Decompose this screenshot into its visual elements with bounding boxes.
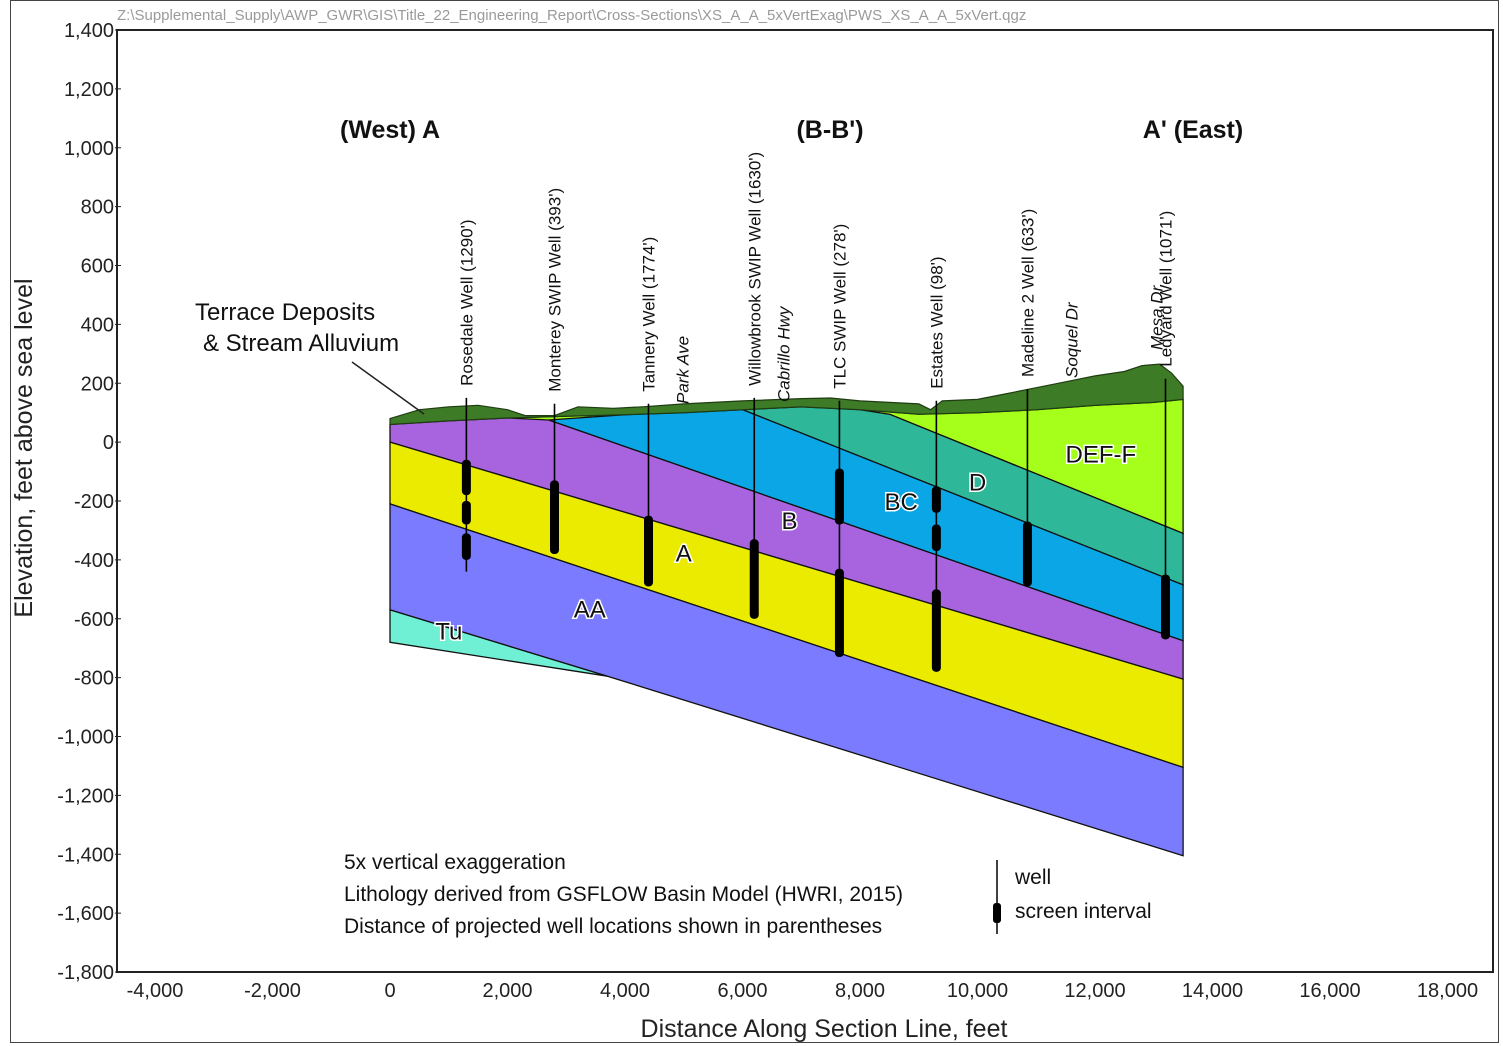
file-path-label: Z:\Supplemental_Supply\AWP_GWR\GIS\Title… [117, 7, 1026, 24]
x-tick-label: 4,000 [600, 980, 650, 1002]
x-tick-label: 2,000 [482, 980, 532, 1002]
section-label-west: (West) A [340, 116, 440, 144]
note-distance: Distance of projected well locations sho… [344, 915, 882, 938]
well-screen [749, 539, 759, 619]
section-label-east: A' (East) [1143, 116, 1243, 144]
lithology-layers [389, 363, 1184, 857]
x-tick-label: 12,000 [1064, 980, 1125, 1002]
x-tick-label: 0 [384, 980, 395, 1002]
y-tick-label: 1,400 [64, 20, 114, 42]
unit-label-Tu: Tu [435, 618, 462, 645]
wells: Rosedale Well (1290') Monterey SWIP Well … [457, 152, 1176, 672]
y-tick-label: -1,000 [57, 727, 114, 749]
well-label: TLC SWIP Well (278') [830, 224, 849, 389]
x-tick-label: 8,000 [835, 980, 885, 1002]
unit-label-A: A [676, 540, 692, 567]
legend-screen-label: screen interval [1015, 900, 1152, 923]
y-tick-label: -400 [74, 550, 114, 572]
unit-label-B: B [781, 508, 797, 535]
unit-AA [389, 502, 1184, 857]
well-label: Tannery Well (1774') [640, 237, 659, 392]
y-tick-label: 200 [81, 373, 114, 395]
terrace-callout-line2: & Stream Alluvium [203, 330, 399, 357]
well-screen [931, 589, 941, 672]
unit-label-D: D [969, 470, 986, 497]
y-tick-label: -1,800 [57, 962, 114, 984]
unit-label-DEF-F: DEF-F [1066, 442, 1137, 469]
well-screen [931, 524, 941, 552]
well-screen [461, 501, 471, 525]
well-screen [550, 480, 559, 554]
well-label: Ledyard Well (1071') [1157, 211, 1176, 367]
y-tick-label: 800 [81, 197, 114, 219]
well-screen [461, 459, 471, 496]
y-tick-label: 400 [81, 314, 114, 336]
well-label: Rosedale Well (1290') [457, 219, 476, 385]
well-label: Monterey SWIP Well (393') [546, 188, 565, 392]
well-label: Estates Well (98') [927, 256, 946, 388]
y-axis-title: Elevation, feet above sea level [10, 278, 38, 617]
well-screen [644, 515, 653, 587]
x-tick-label: 6,000 [717, 980, 767, 1002]
note-lithology: Lithology derived from GSFLOW Basin Mode… [344, 883, 903, 906]
unit-label-BC: BC [884, 489, 917, 516]
unit-Tu [389, 609, 608, 677]
well-screen [931, 486, 941, 513]
well-screen [1161, 574, 1170, 640]
road-label: Soquel Dr [1063, 301, 1082, 378]
x-tick-label: 10,000 [947, 980, 1008, 1002]
legend-screen-symbol [993, 903, 1001, 923]
well-screen [461, 533, 471, 560]
y-tick-label: 0 [103, 432, 114, 454]
y-tick-label: -1,200 [57, 785, 114, 807]
x-tick-label: 14,000 [1182, 980, 1243, 1002]
section-label-middle: (B-B') [796, 116, 863, 144]
y-tick-label: -600 [74, 609, 114, 631]
unit-terrace-deposits [389, 363, 1184, 426]
x-tick-label: 16,000 [1299, 980, 1360, 1002]
y-tick-label: 1,000 [64, 138, 114, 160]
well-label: Madeline 2 Well (633') [1018, 209, 1037, 377]
well-screen [834, 568, 844, 658]
well-label: Willowbrook SWIP Well (1630') [745, 152, 764, 386]
terrace-callout-line1: Terrace Deposits [195, 299, 375, 326]
y-tick-label: -1,600 [57, 903, 114, 925]
well-screen [1022, 521, 1032, 587]
road-label: Mesa Dr [1148, 284, 1167, 350]
unit-label-AA: AA [574, 596, 606, 623]
figure-frame [10, 0, 1499, 1043]
legend-well-label: well [1014, 866, 1051, 889]
x-axis-title: Distance Along Section Line, feet [641, 1015, 1008, 1043]
road-label: Cabrillo Hwy [775, 305, 794, 402]
well-screen [834, 468, 844, 525]
y-tick-label: -200 [74, 491, 114, 513]
y-tick-label: -800 [74, 668, 114, 690]
y-tick-label: 1,200 [64, 79, 114, 101]
x-tick-label: 18,000 [1417, 980, 1478, 1002]
y-tick-label: 600 [81, 256, 114, 278]
x-tick-label: -2,000 [244, 980, 301, 1002]
axis-ticks: 1,400 1,200 1,000 800 600 400 200 0 -200 -400 -600… [57, 20, 1478, 1002]
x-tick-label: -4,000 [127, 980, 184, 1002]
road-label: Park Ave [674, 336, 693, 404]
terrace-callout-leader [351, 361, 425, 415]
note-exaggeration: 5x vertical exaggeration [344, 851, 566, 874]
y-tick-label: -1,400 [57, 844, 114, 866]
